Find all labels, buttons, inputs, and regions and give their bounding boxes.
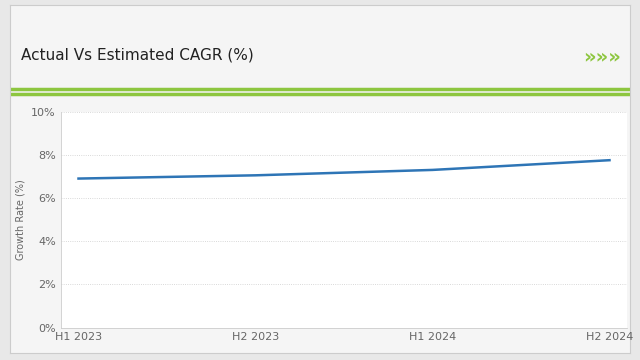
Text: Actual Vs Estimated CAGR (%): Actual Vs Estimated CAGR (%) (20, 47, 253, 62)
Y-axis label: Growth Rate (%): Growth Rate (%) (16, 179, 26, 260)
Text: »»»: »»» (583, 47, 621, 66)
